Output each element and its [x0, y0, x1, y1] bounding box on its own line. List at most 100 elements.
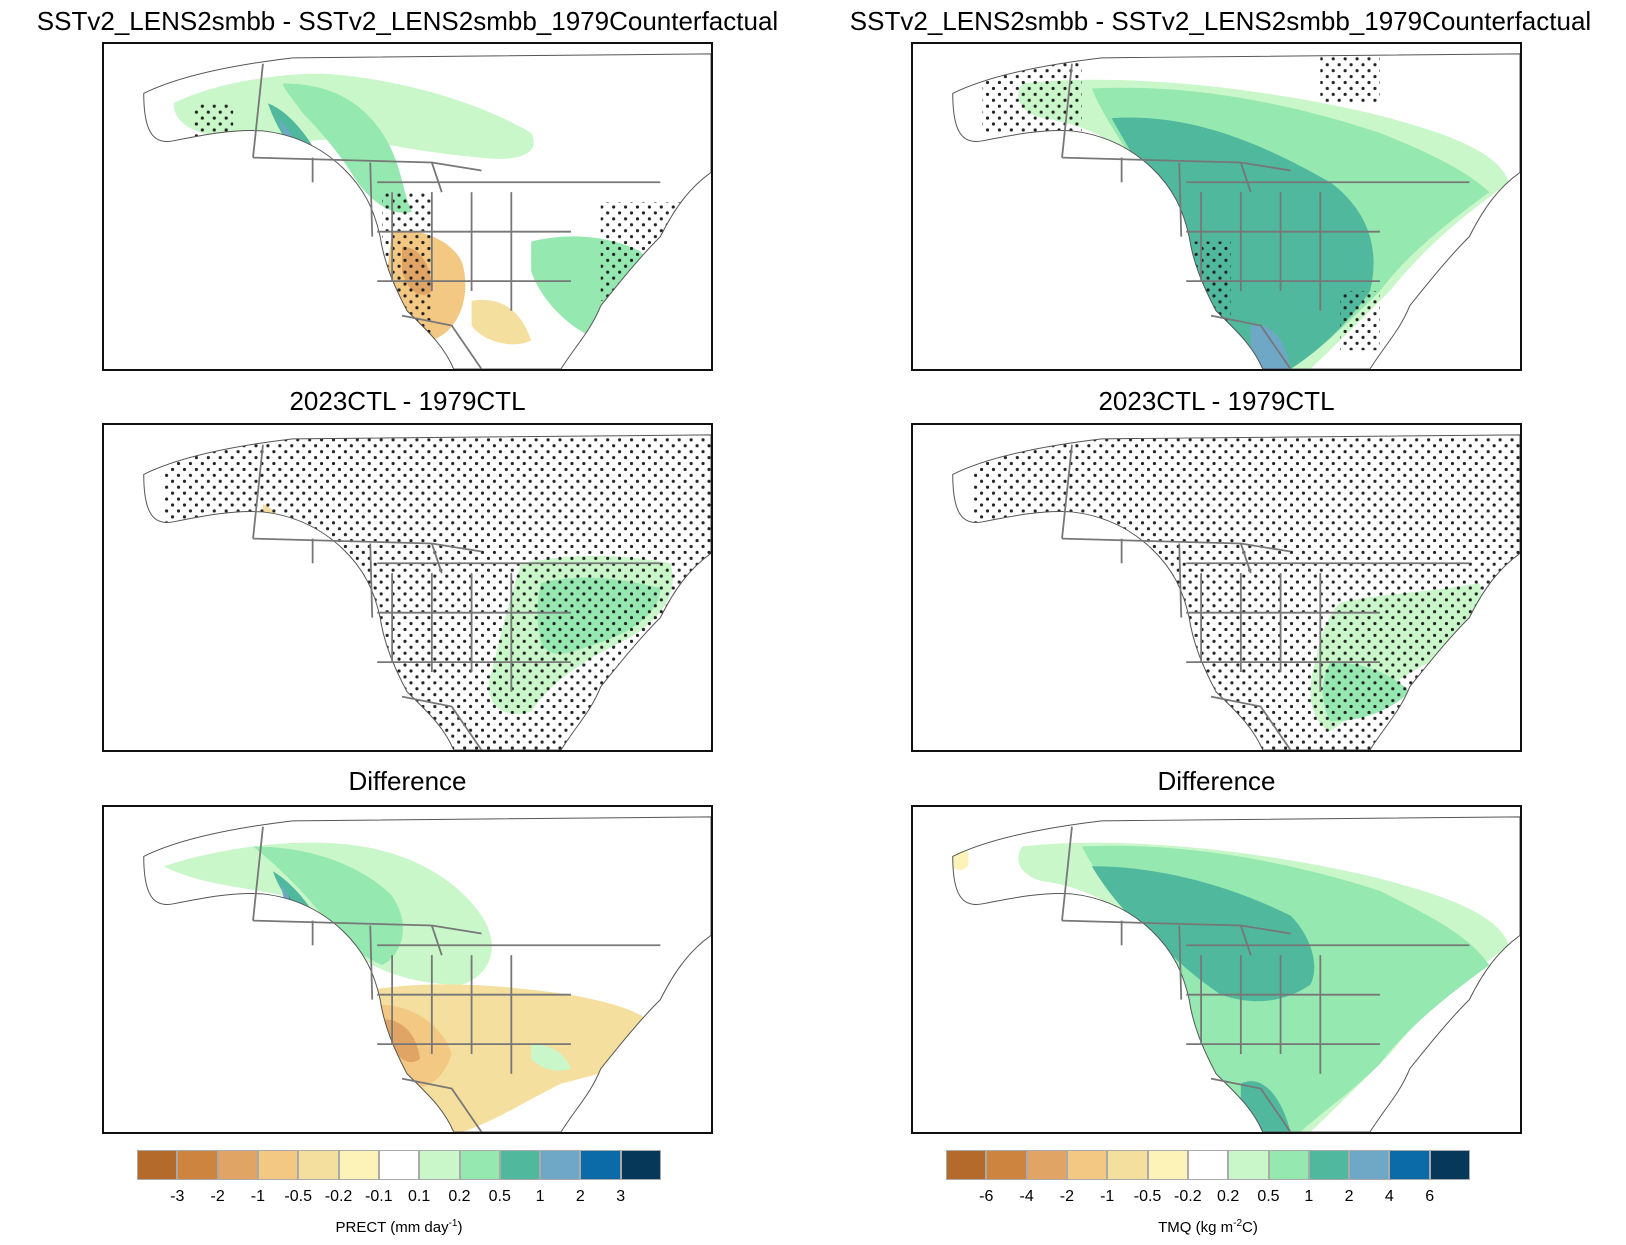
colorbar-right-cell: [1108, 1151, 1149, 1179]
map-svg: [143, 53, 711, 369]
colorbar-left-cell: [460, 1151, 501, 1179]
political-border: [1239, 925, 1252, 956]
political-border: [1178, 925, 1183, 1000]
map-svg: [952, 53, 1520, 369]
panel-title-top-right: SSTv2_LENS2smbb - SSTv2_LENS2smbb_1979Co…: [849, 6, 1592, 36]
colorbar-right-cell: [1148, 1151, 1189, 1179]
significance-stippling: [163, 434, 711, 750]
colorbar-left-cell: [379, 1151, 421, 1179]
colorbar-left-tick: -3: [170, 1188, 185, 1205]
colorbar-right-tick: 0.5: [1257, 1188, 1280, 1205]
colorbar-left-cell: [258, 1151, 300, 1179]
significance-stippling: [972, 434, 1520, 750]
political-border: [401, 314, 483, 369]
colorbar-left-cell: [138, 1151, 179, 1179]
colorbar-right-cell: [1229, 1151, 1270, 1179]
colorbar-right-tick: 1: [1304, 1188, 1314, 1205]
colorbar-right-cell: [1269, 1151, 1310, 1179]
colorbar-left-cell: [621, 1151, 661, 1179]
map-panel-top-right: [911, 42, 1522, 371]
anomaly-contour: [359, 622, 384, 682]
colorbar-right-cell: [1027, 1151, 1068, 1179]
colorbar-right-tick: -0.5: [1133, 1188, 1162, 1205]
map-svg: [952, 434, 1520, 750]
political-border: [430, 925, 443, 956]
map-panel-middle-left: [102, 423, 713, 752]
political-border: [252, 444, 264, 539]
political-border: [1210, 695, 1292, 750]
political-border: [1061, 826, 1073, 921]
colorbar-left-tick: -0.1: [365, 1188, 393, 1205]
significance-stippling: [1340, 290, 1380, 351]
colorbar-left-tick: -1: [250, 1188, 266, 1205]
anomaly-contour: [1149, 573, 1164, 613]
coastline: [143, 434, 711, 750]
colorbar-right-tick: -2: [1059, 1188, 1075, 1205]
anomaly-contour: [1166, 1044, 1207, 1100]
political-border: [369, 925, 374, 1000]
coastline: [952, 434, 1520, 750]
significance-stippling: [1320, 53, 1380, 104]
colorbar-left-cell: [178, 1151, 219, 1179]
colorbar-left-tick: 1: [535, 1188, 545, 1205]
colorbar-right-tick: 0.2: [1217, 1188, 1240, 1205]
anomaly-contour: [952, 842, 969, 871]
colorbar-right-tick: -6: [979, 1188, 994, 1205]
map-svg: [143, 816, 711, 1132]
panel-title-middle-right: 2023CTL - 1979CTL: [1098, 386, 1335, 416]
colorbar-right-cell: [987, 1151, 1028, 1179]
anomaly-contour: [1173, 1065, 1194, 1104]
colorbar-right-tick: 2: [1344, 1188, 1354, 1205]
colorbar-left-tick: -2: [210, 1188, 225, 1205]
colorbar-left-label: PRECT (mm day-1): [335, 1218, 463, 1236]
political-border: [1178, 162, 1183, 237]
colorbar-left-cell: [218, 1151, 259, 1179]
colorbar-right-cell: [947, 1151, 988, 1179]
colorbar-right-cell: [1067, 1151, 1109, 1179]
colorbar-left-tick: 0.2: [448, 1188, 471, 1205]
panel-title-bottom-right: Difference: [1157, 766, 1276, 796]
panel-title-top-left: SSTv2_LENS2smbb - SSTv2_LENS2smbb_1979Co…: [36, 6, 779, 36]
colorbar-left-tick: 2: [575, 1188, 585, 1205]
political-border: [1061, 63, 1073, 158]
anomaly-contour: [371, 984, 661, 1132]
anomaly-contour: [253, 846, 403, 966]
colorbar-left-cell: [420, 1151, 461, 1179]
colorbar-left-cell: [339, 1151, 380, 1179]
political-border: [1061, 444, 1073, 539]
coastline: [143, 816, 711, 1132]
colorbar-right-tick: 4: [1384, 1188, 1394, 1205]
significance-stippling: [982, 53, 1082, 133]
colorbar-right-tick: -4: [1019, 1188, 1034, 1205]
colorbar-right-tick: -0.2: [1174, 1188, 1202, 1205]
coastline: [952, 53, 1520, 369]
colorbar-right-cell: [1390, 1151, 1431, 1179]
anomaly-contour: [282, 83, 412, 213]
colorbar-left: [137, 1150, 661, 1180]
colorbar-right-cell: [1350, 1151, 1391, 1179]
colorbar-right-cell: [1309, 1151, 1351, 1179]
political-border: [430, 162, 443, 193]
political-border: [369, 162, 374, 237]
colorbar-left-cell: [299, 1151, 340, 1179]
map-panel-bottom-left: [102, 805, 713, 1134]
political-border: [1239, 543, 1252, 574]
political-border: [401, 695, 483, 750]
colorbar-left-tick: 0.5: [488, 1188, 511, 1205]
colorbar-right-cell: [1188, 1151, 1230, 1179]
political-border: [252, 826, 264, 921]
colorbar-left-cell: [500, 1151, 542, 1179]
panel-title-bottom-left: Difference: [348, 766, 467, 796]
colorbar-right-tick: -1: [1100, 1188, 1115, 1205]
significance-stippling: [1181, 241, 1231, 331]
anomaly-contour: [1250, 324, 1291, 369]
significance-stippling: [600, 202, 701, 301]
political-border: [369, 543, 374, 618]
anomaly-contour: [1111, 117, 1374, 369]
anomaly-contour: [1161, 271, 1202, 322]
significance-stippling: [193, 103, 234, 242]
anomaly-contour: [1091, 866, 1315, 1002]
map-svg: [952, 816, 1520, 1132]
colorbar-right-tick: 6: [1425, 1188, 1435, 1205]
anomaly-contour: [531, 1044, 571, 1071]
